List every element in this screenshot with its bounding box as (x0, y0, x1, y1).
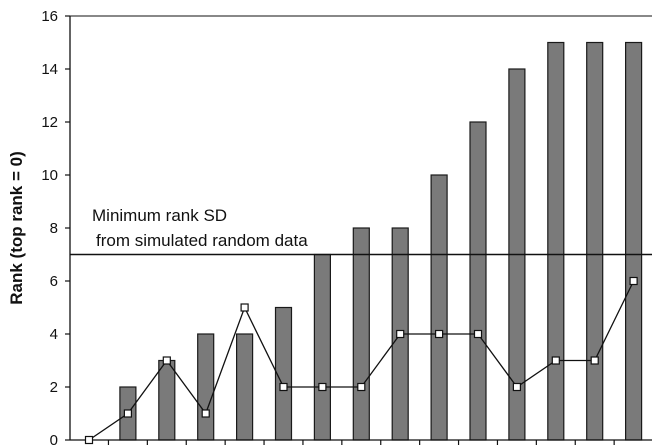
bar (469, 121, 487, 441)
y-tick-label: 14 (41, 61, 58, 78)
y-tick-label: 6 (50, 273, 58, 290)
bar (352, 227, 370, 441)
y-tick-label: 12 (41, 114, 58, 131)
line-marker (318, 382, 327, 392)
line-marker (435, 329, 444, 339)
line-marker (279, 382, 288, 392)
line-series-group (84, 276, 638, 445)
line-marker (162, 356, 171, 365)
line-marker (590, 356, 599, 365)
y-axis-title: Rank (top rank = 0) (7, 151, 26, 305)
axes: 0 2 4 6 8 10 12 14 16 (41, 8, 652, 447)
bar (547, 41, 565, 441)
bar (236, 333, 254, 441)
bar (430, 174, 448, 441)
y-tick-label: 4 (50, 326, 58, 343)
bar (586, 41, 604, 441)
line-marker (629, 276, 638, 286)
reference-label-line2: from simulated random data (96, 231, 308, 250)
y-tick-label: 2 (50, 379, 58, 396)
y-tick-label: 16 (41, 8, 58, 25)
reference-label-line1: Minimum rank SD (92, 206, 227, 225)
bar (313, 253, 331, 441)
y-tick-label: 8 (50, 220, 58, 237)
line-marker (84, 435, 94, 445)
line-marker (551, 356, 560, 365)
line-marker (201, 409, 210, 418)
line-marker (396, 329, 405, 339)
line-marker (357, 382, 366, 392)
y-tick-label: 10 (41, 167, 58, 184)
line-marker (473, 329, 483, 339)
bar (624, 41, 643, 441)
bar (274, 306, 293, 441)
line-marker (123, 409, 133, 418)
y-tick-label: 0 (50, 432, 58, 447)
bar (197, 333, 215, 441)
line-marker (512, 382, 522, 392)
bar (158, 359, 176, 441)
line-marker (240, 303, 249, 312)
